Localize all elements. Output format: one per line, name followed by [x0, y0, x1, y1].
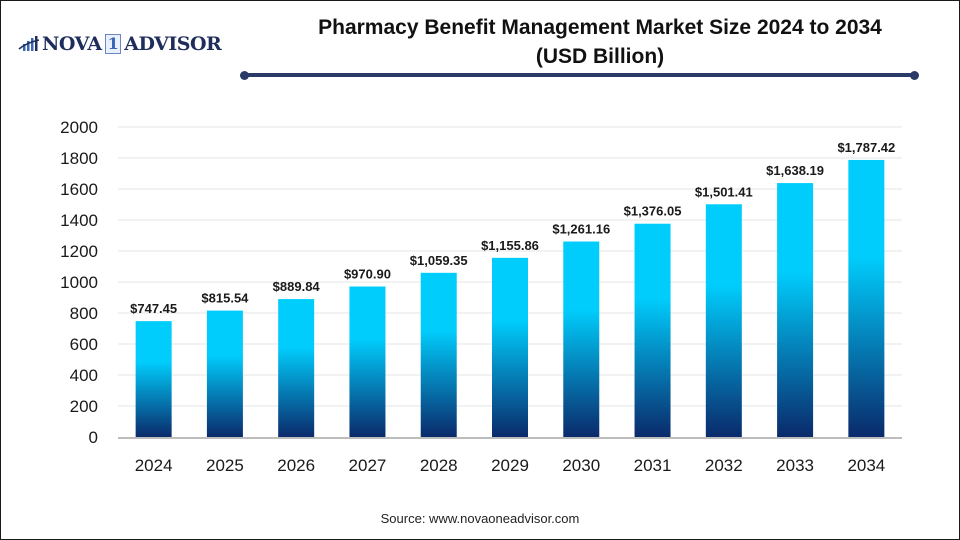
- x-tick-label: 2031: [634, 456, 672, 475]
- x-tick-label: 2029: [491, 456, 529, 475]
- bar-chart-swoosh-icon: [18, 36, 40, 51]
- x-axis-tick-labels: 2024 2025 2026 2027 2028 2029 2030 2031 2032 2033…: [135, 456, 886, 475]
- x-tick-label: 2033: [776, 456, 814, 475]
- data-label: $889.84: [273, 279, 321, 294]
- data-label: $1,261.16: [552, 222, 610, 237]
- chart-subtitle: (USD Billion): [535, 45, 665, 68]
- title-underline-right-dot: [910, 71, 919, 80]
- bar: [492, 257, 528, 437]
- bar: [420, 272, 457, 437]
- bars: [135, 159, 885, 438]
- nova-one-advisor-logo: NOVA 1 ADVISOR: [18, 33, 222, 55]
- logo-brand-number: 1: [104, 34, 122, 54]
- bar: [634, 223, 671, 437]
- y-tick-label: 1800: [60, 149, 98, 168]
- source-note: Source: www.novaoneadvisor.com: [380, 511, 580, 526]
- data-label: $1,155.86: [481, 238, 539, 253]
- x-tick-label: 2024: [135, 456, 173, 475]
- y-tick-label: 2000: [60, 118, 98, 137]
- data-label: $1,501.41: [695, 184, 753, 199]
- bar: [349, 286, 386, 437]
- y-tick-label: 1600: [60, 180, 98, 199]
- data-label: $970.90: [344, 267, 391, 282]
- y-tick-label: 1200: [60, 242, 98, 261]
- bar: [705, 204, 742, 437]
- title-underline-left-dot: [240, 71, 249, 80]
- y-tick-label: 200: [70, 397, 98, 416]
- x-tick-label: 2032: [705, 456, 743, 475]
- y-tick-label: 1000: [60, 273, 98, 292]
- bar: [278, 299, 315, 437]
- chart-title-block: Pharmacy Benefit Management Market Size …: [280, 13, 920, 71]
- logo-brand-right: ADVISOR: [124, 33, 222, 55]
- y-tick-label: 0: [89, 428, 98, 447]
- chart-title: Pharmacy Benefit Management Market Size …: [318, 16, 882, 39]
- y-tick-label: 400: [70, 366, 98, 385]
- data-label: $815.54: [201, 291, 249, 306]
- y-tick-label: 800: [70, 304, 98, 323]
- x-tick-label: 2027: [349, 456, 387, 475]
- data-label: $1,059.35: [410, 253, 468, 268]
- data-label: $747.45: [130, 301, 177, 316]
- x-tick-label: 2026: [277, 456, 315, 475]
- bar: [563, 241, 600, 437]
- bar: [777, 183, 814, 437]
- y-axis-tick-labels: 0 200 400 600 800 1000 1200 1400 1600 1800 2000: [60, 118, 98, 447]
- bar: [848, 159, 885, 438]
- y-tick-label: 600: [70, 335, 98, 354]
- y-tick-label: 1400: [60, 211, 98, 230]
- x-tick-label: 2034: [847, 456, 885, 475]
- title-underline: [244, 73, 916, 77]
- bar: [135, 321, 172, 437]
- logo-brand-left: NOVA: [42, 33, 102, 55]
- logo-wordmark: NOVA 1 ADVISOR: [42, 33, 222, 55]
- x-tick-label: 2030: [562, 456, 600, 475]
- data-labels: $747.45 $815.54 $889.84 $970.90 $1,059.35 $1,…: [130, 140, 895, 316]
- data-label: $1,376.05: [624, 204, 682, 219]
- bar: [206, 310, 243, 437]
- x-tick-label: 2025: [206, 456, 244, 475]
- data-label: $1,787.42: [837, 140, 895, 155]
- x-tick-label: 2028: [420, 456, 458, 475]
- data-label: $1,638.19: [766, 163, 824, 178]
